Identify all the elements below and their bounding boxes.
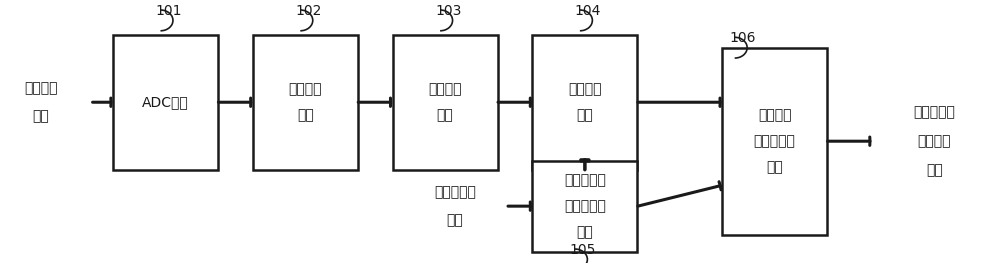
Bar: [722, 48, 827, 235]
Text: 快速捕获: 快速捕获: [289, 82, 322, 96]
Text: 104: 104: [575, 4, 601, 18]
Text: 103: 103: [435, 4, 461, 18]
Bar: [253, 35, 358, 170]
Text: 输出: 输出: [926, 163, 943, 177]
Text: 接口控制: 接口控制: [758, 108, 791, 122]
Text: 模块: 模块: [577, 108, 593, 122]
Text: 模拟中频: 模拟中频: [24, 81, 57, 95]
Text: 与调制发送: 与调制发送: [754, 134, 796, 148]
Text: 模块: 模块: [577, 225, 593, 239]
Text: 模块: 模块: [437, 108, 453, 122]
Text: 106: 106: [730, 31, 756, 45]
Bar: [113, 35, 218, 170]
Text: 采样与组帧: 采样与组帧: [564, 199, 606, 213]
Text: 数字遥测量: 数字遥测量: [434, 185, 476, 199]
Bar: [393, 35, 498, 170]
Text: 输入: 输入: [32, 110, 49, 124]
Text: 通道跟踪: 通道跟踪: [428, 82, 462, 96]
Text: 101: 101: [155, 4, 182, 18]
Text: 模块: 模块: [766, 160, 783, 174]
Text: 102: 102: [295, 4, 322, 18]
Text: ADC采样: ADC采样: [142, 95, 189, 109]
Text: 遥测信号: 遥测信号: [918, 134, 951, 148]
Text: 模块: 模块: [297, 108, 314, 122]
Text: 输入: 输入: [447, 213, 463, 228]
Text: 105: 105: [570, 243, 596, 257]
Text: 测控数据与: 测控数据与: [913, 106, 955, 120]
Text: 数据同步: 数据同步: [568, 82, 602, 96]
Text: 下行测量帧: 下行测量帧: [564, 173, 606, 187]
Bar: [532, 161, 637, 252]
Bar: [532, 35, 637, 170]
